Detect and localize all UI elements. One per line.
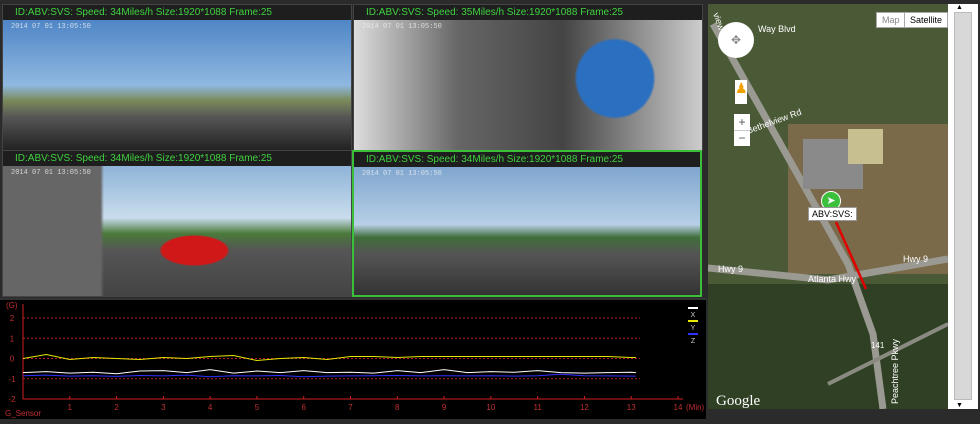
pan-control[interactable]: ✥ bbox=[718, 22, 754, 58]
x-unit-label: (Min) bbox=[686, 403, 705, 412]
vehicle-marker-icon[interactable]: ➤ bbox=[821, 191, 841, 211]
timestamp: 2014 07 01 13:05:50 bbox=[362, 170, 442, 178]
x-tick-label: 2 bbox=[114, 403, 119, 412]
scroll-down-arrow-icon[interactable]: ▼ bbox=[956, 402, 963, 409]
legend-label: Y bbox=[691, 325, 696, 332]
zoom-out-button[interactable]: − bbox=[734, 130, 750, 146]
road-label: Hwy 9 bbox=[718, 264, 743, 274]
x-tick-label: 4 bbox=[208, 403, 213, 412]
y-tick-label: 1 bbox=[10, 334, 15, 343]
video-frame: 2014 07 01 13:05:50 bbox=[3, 166, 351, 296]
google-logo: Google bbox=[716, 393, 761, 409]
pane-header: ID:ABV:SVS: Speed: 34Miles/h Size:1920*1… bbox=[3, 151, 351, 166]
series-line-z bbox=[22, 373, 636, 378]
pane-header: ID:ABV:SVS: Speed: 34Miles/h Size:1920*1… bbox=[3, 5, 351, 20]
x-tick-label: 14 bbox=[674, 403, 683, 412]
pane-header: ID:ABV:SVS: Speed: 34Miles/h Size:1920*1… bbox=[354, 152, 700, 167]
legend-label: Z bbox=[691, 338, 696, 345]
video-pane-2[interactable]: ID:ABV:SVS: Speed: 35Miles/h Size:1920*1… bbox=[353, 4, 703, 151]
scroll-up-arrow-icon[interactable]: ▲ bbox=[956, 4, 963, 11]
x-tick-label: 10 bbox=[486, 403, 495, 412]
x-tick-label: 8 bbox=[395, 403, 400, 412]
video-frame: 2014 07 01 13:05:50 bbox=[354, 20, 702, 150]
video-frame: 2014 07 01 13:05:50 bbox=[354, 167, 700, 295]
timestamp: 2014 07 01 13:05:50 bbox=[11, 169, 91, 177]
street-view-pegman-icon[interactable]: ♟ bbox=[735, 80, 748, 104]
y-tick-label: -2 bbox=[8, 395, 16, 404]
x-tick-label: 3 bbox=[161, 403, 166, 412]
zoom-in-button[interactable]: + bbox=[734, 114, 750, 130]
map-type-map-button[interactable]: Map bbox=[876, 12, 906, 28]
timestamp: 2014 07 01 13:05:50 bbox=[362, 23, 442, 31]
x-tick-label: 9 bbox=[442, 403, 447, 412]
x-axis-label: G_Sensor bbox=[5, 409, 41, 418]
marker-label: ABV:SVS: bbox=[808, 207, 857, 221]
x-tick-label: 11 bbox=[533, 403, 542, 412]
video-pane-4-selected[interactable]: ID:ABV:SVS: Speed: 34Miles/h Size:1920*1… bbox=[352, 150, 702, 297]
road-label: Way Blvd bbox=[758, 24, 796, 34]
series-line-y bbox=[22, 353, 636, 362]
x-tick-label: 5 bbox=[255, 403, 260, 412]
y-tick-label: 2 bbox=[10, 314, 15, 323]
video-pane-1[interactable]: ID:ABV:SVS: Speed: 34Miles/h Size:1920*1… bbox=[2, 4, 352, 151]
x-tick-label: 12 bbox=[580, 403, 589, 412]
x-tick-label: 1 bbox=[68, 403, 73, 412]
legend-label: X bbox=[691, 312, 696, 319]
gps-track bbox=[834, 221, 868, 290]
series-line-x bbox=[22, 369, 636, 375]
scroll-thumb[interactable] bbox=[954, 12, 972, 400]
y-tick-label: -1 bbox=[8, 375, 16, 384]
vertical-scrollbar[interactable]: ▲ ▼ bbox=[948, 4, 978, 409]
road-label: Hwy 9 bbox=[903, 254, 928, 264]
x-tick-label: 7 bbox=[348, 403, 353, 412]
chart-svg: 210-1-21 2 3 4 5 6 7 8 9 10 11 12 13 14(G)G_Sensor(Mi… bbox=[5, 301, 705, 418]
x-tick-label: 6 bbox=[301, 403, 306, 412]
y-tick-label: 0 bbox=[10, 355, 15, 364]
y-axis-label: (G) bbox=[6, 301, 18, 310]
road-label: Peachtree Pkwy bbox=[890, 338, 900, 404]
timestamp: 2014 07 01 13:05:50 bbox=[11, 23, 91, 31]
road-label: Atlanta Hwy bbox=[808, 274, 857, 284]
g-sensor-chart: 2 1 0 -1 -2 1 2 3 4 5 6 7 8 9 10 11 12 13 14 (G) G_Sensor (Mi… bbox=[0, 298, 706, 419]
video-frame: 2014 07 01 13:05:50 bbox=[3, 20, 351, 150]
map-view[interactable]: Bethelview Rd Hwy 9 Atlanta Hwy Hwy 9 14… bbox=[708, 4, 948, 409]
x-tick-label: 13 bbox=[627, 403, 636, 412]
road-label: 141 bbox=[871, 341, 885, 350]
video-pane-3[interactable]: ID:ABV:SVS: Speed: 34Miles/h Size:1920*1… bbox=[2, 150, 352, 297]
map-type-satellite-button[interactable]: Satellite bbox=[904, 12, 948, 28]
pane-header: ID:ABV:SVS: Speed: 35Miles/h Size:1920*1… bbox=[354, 5, 702, 20]
